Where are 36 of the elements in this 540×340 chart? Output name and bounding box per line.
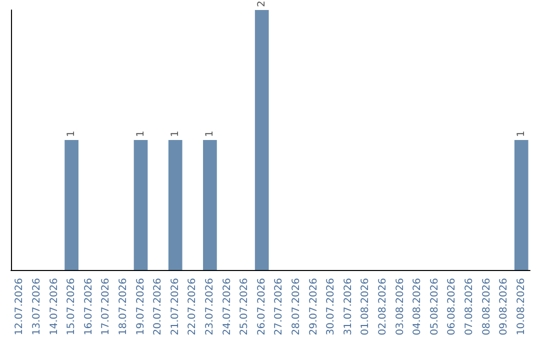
x-tick-label: 04.08.2026: [412, 278, 424, 336]
x-tick-label: 12.07.2026: [14, 278, 26, 336]
data-label: 1: [204, 130, 216, 137]
x-tick-label: 31.07.2026: [342, 278, 354, 336]
x-tick-label: 14.07.2026: [48, 278, 60, 336]
x-tick-label: 22.07.2026: [187, 278, 198, 336]
x-tick-label: 23.07.2026: [204, 278, 216, 336]
x-tick-label: 24.07.2026: [222, 278, 233, 336]
x-tick-label: 19.07.2026: [135, 278, 146, 336]
x-tick-label: 01.08.2026: [360, 278, 372, 336]
data-label: 1: [516, 130, 527, 137]
x-tick-label: 16.07.2026: [83, 278, 94, 336]
x-tick-label: 10.08.2026: [516, 278, 527, 336]
x-tick-label: 21.07.2026: [170, 278, 181, 336]
x-tick-label: 15.07.2026: [66, 278, 78, 336]
x-tick-label: 20.07.2026: [152, 278, 164, 336]
x-tick-label: 25.07.2026: [239, 278, 250, 336]
data-label: 1: [135, 130, 146, 137]
x-tick-label: 26.07.2026: [256, 278, 268, 336]
x-tick-label: 27.07.2026: [274, 278, 285, 336]
x-tick-label: 30.07.2026: [326, 278, 337, 336]
x-tick-label: 09.08.2026: [498, 278, 510, 336]
x-tick-label: 08.08.2026: [481, 278, 492, 336]
x-tick-label: 05.08.2026: [429, 278, 440, 336]
x-tick-label: 06.08.2026: [446, 278, 458, 336]
data-label: 1: [170, 130, 181, 137]
x-tick-label: 28.07.2026: [290, 278, 302, 336]
x-tick-label: 17.07.2026: [100, 278, 112, 336]
x-tick-label: 18.07.2026: [118, 278, 129, 336]
x-tick-label: 02.08.2026: [377, 278, 388, 336]
data-label: 2: [256, 0, 268, 7]
x-tick-label: 13.07.2026: [31, 278, 42, 336]
x-tick-label: 29.07.2026: [308, 278, 320, 336]
x-tick-label: 07.08.2026: [464, 278, 475, 336]
x-tick-label: 03.08.2026: [394, 278, 406, 336]
data-label: 1: [66, 130, 78, 137]
